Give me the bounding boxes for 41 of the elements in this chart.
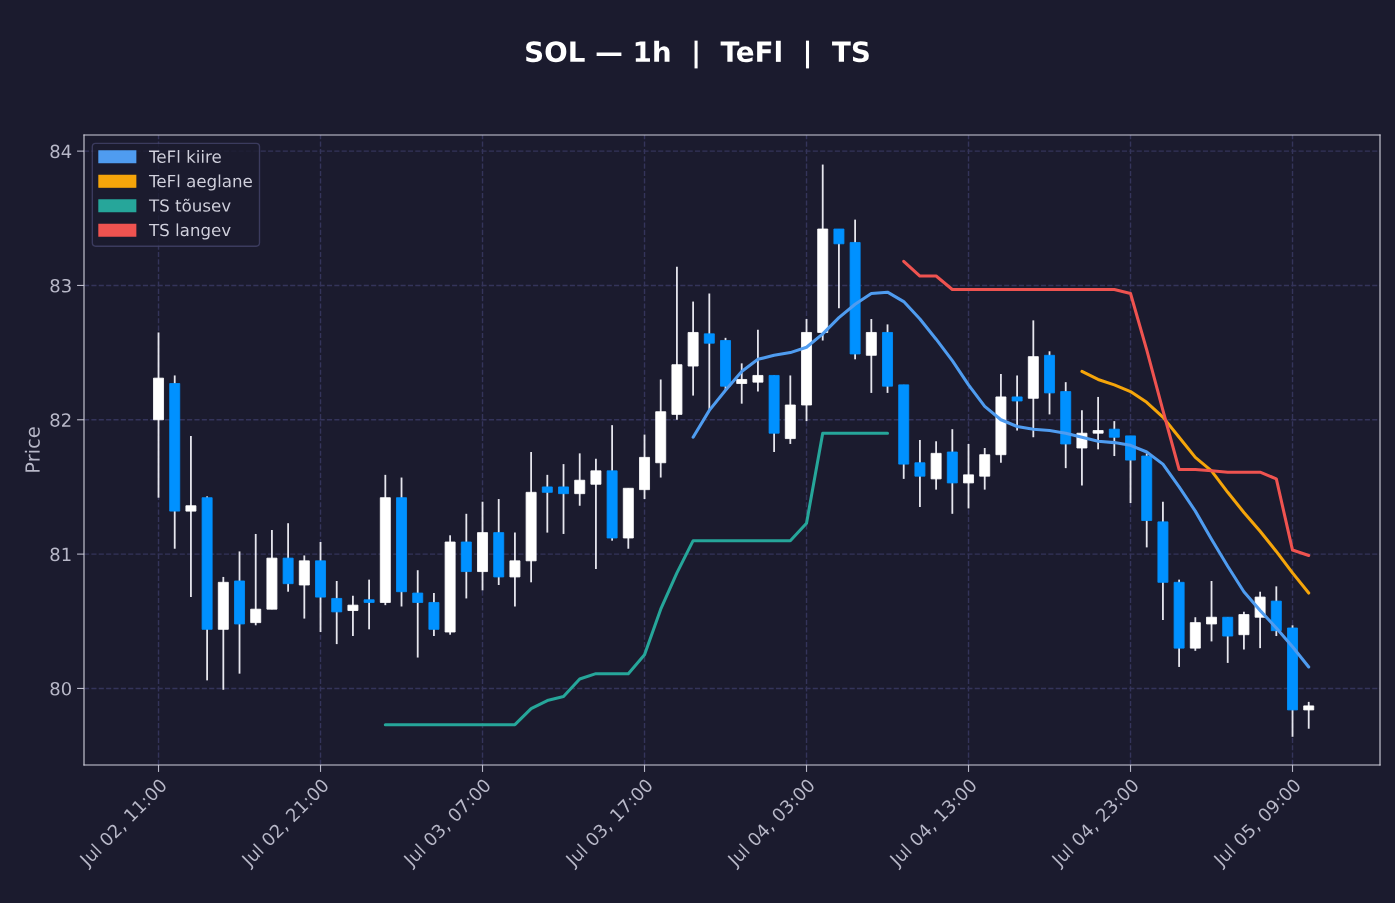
legend-label: TeFl kiire xyxy=(148,150,221,163)
y-tick-label: 83 xyxy=(50,278,71,293)
candlestick xyxy=(914,439,926,508)
y-tick-label: 82 xyxy=(50,413,71,427)
candlestick xyxy=(558,463,569,535)
candlestick xyxy=(1303,700,1315,730)
candlestick xyxy=(363,578,375,631)
chart-title: SOL — 1h | TeFl | TS xyxy=(526,40,869,69)
candlestick xyxy=(1011,374,1023,432)
candlestick xyxy=(833,228,845,310)
candlestick xyxy=(703,292,715,412)
y-axis-title: Price xyxy=(24,427,40,472)
candlestick xyxy=(347,594,359,637)
y-tick-label: 80 xyxy=(50,681,71,696)
candlestick xyxy=(1092,396,1104,451)
legend-label: TeFl aeglane xyxy=(148,174,252,191)
candlestick xyxy=(590,457,602,570)
y-tick-label: 84 xyxy=(50,144,72,159)
candlestick xyxy=(1108,420,1120,457)
candlestick xyxy=(979,447,991,491)
candlestick xyxy=(1238,610,1250,651)
candlestick xyxy=(541,473,553,534)
y-tick-label: 81 xyxy=(50,547,71,562)
candlestick xyxy=(574,452,586,507)
candlestick xyxy=(736,362,748,405)
candlestick xyxy=(865,318,877,394)
candlestick xyxy=(963,443,974,510)
legend-label: TS tõusev xyxy=(148,198,231,212)
line-series xyxy=(902,259,1311,557)
line-series xyxy=(1080,369,1311,595)
line-series xyxy=(691,290,1311,669)
line-series xyxy=(383,431,890,727)
candlestick xyxy=(185,434,197,598)
candlestick xyxy=(1206,580,1217,643)
candlestick xyxy=(752,328,764,393)
legend-label: TS langev xyxy=(148,223,231,240)
candlestick xyxy=(509,531,521,608)
candlestick xyxy=(331,580,343,646)
candlestick xyxy=(250,533,262,627)
candlestick xyxy=(1222,616,1234,664)
candlestick xyxy=(412,569,424,659)
